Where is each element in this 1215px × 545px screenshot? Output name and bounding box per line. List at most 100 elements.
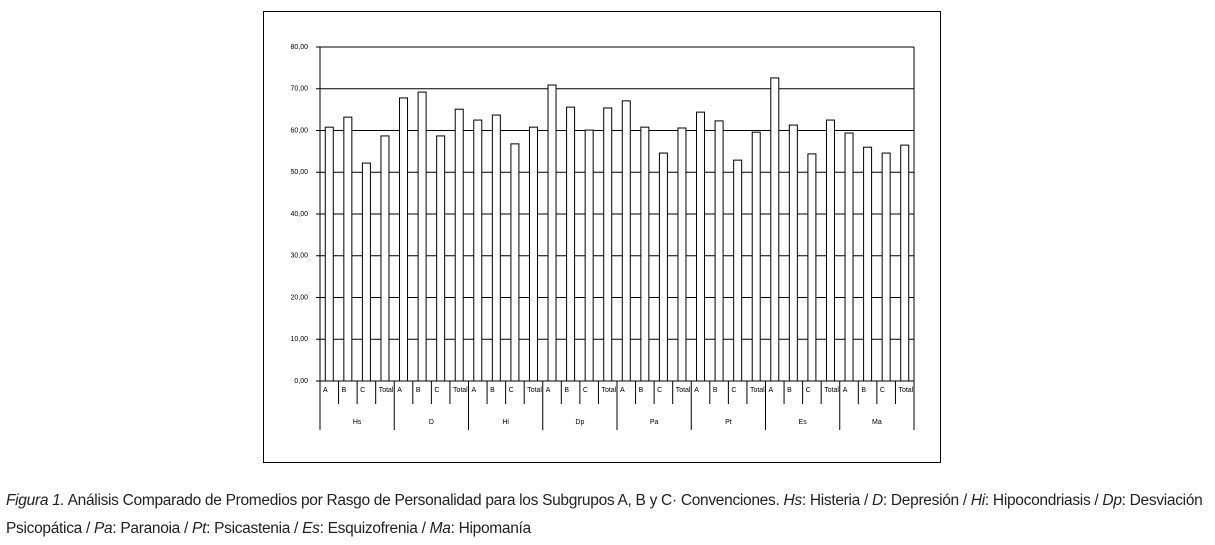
bar xyxy=(658,152,668,382)
bar xyxy=(696,111,706,382)
bar xyxy=(491,114,501,382)
caption-text: Ma xyxy=(429,520,451,537)
caption-text: D xyxy=(871,492,883,509)
x-tick-label: C xyxy=(880,387,885,394)
x-tick-label: Total xyxy=(527,387,542,394)
y-tick-label: 30,00 xyxy=(290,253,308,260)
bar xyxy=(714,120,724,382)
y-tick-label: 0,00 xyxy=(294,378,308,385)
group-label: Pa xyxy=(650,419,659,426)
bar xyxy=(473,119,483,382)
x-tick-label: C xyxy=(509,387,514,394)
caption-text: Pa xyxy=(93,520,113,537)
bar xyxy=(900,144,910,382)
group-label: Hs xyxy=(353,419,362,426)
x-tick-label: Total xyxy=(601,387,616,394)
bar xyxy=(770,77,780,382)
caption-text: Pt xyxy=(192,520,207,537)
bar xyxy=(807,153,817,382)
bar xyxy=(584,129,594,382)
x-tick-label: A xyxy=(769,387,774,394)
x-tick-label: A xyxy=(694,387,699,394)
caption-text: : Psicastenia / xyxy=(206,520,303,537)
caption-text: Es xyxy=(302,520,320,537)
y-tick-label: 80,00 xyxy=(290,44,308,51)
x-tick-label: C xyxy=(657,387,662,394)
bar xyxy=(733,159,743,382)
bar xyxy=(528,126,538,382)
group-label: Es xyxy=(799,419,808,426)
bar xyxy=(788,124,798,382)
x-tick-label: B xyxy=(639,387,644,394)
x-tick-label: Total xyxy=(824,387,839,394)
group-label: Ma xyxy=(872,419,882,426)
x-tick-label: C xyxy=(806,387,811,394)
group-label: Dp xyxy=(575,419,584,426)
bar xyxy=(825,119,835,382)
caption-text: : Paranoia / xyxy=(112,520,193,537)
group-label: Hi xyxy=(502,419,509,426)
caption-text: Figura 1. xyxy=(6,492,65,509)
bar xyxy=(863,146,873,382)
bar xyxy=(454,108,464,382)
x-tick-label: Total xyxy=(453,387,468,394)
caption-text: : Hipocondriasis / xyxy=(984,492,1103,509)
x-tick-label: A xyxy=(397,387,402,394)
x-tick-label: C xyxy=(731,387,736,394)
x-tick-label: Total xyxy=(898,387,913,394)
bar xyxy=(844,132,854,382)
group-label: Pt xyxy=(725,419,732,426)
caption-text: : Esquizofrenia / xyxy=(319,520,430,537)
y-tick-label: 40,00 xyxy=(290,211,308,218)
x-tick-label: A xyxy=(323,387,328,394)
y-tick-label: 50,00 xyxy=(290,169,308,176)
x-tick-label: A xyxy=(472,387,477,394)
chart-frame xyxy=(263,11,941,463)
bar xyxy=(547,84,557,382)
bar xyxy=(751,131,761,382)
bar xyxy=(343,116,353,382)
caption: Figura 1. Análisis Comparado de Promedio… xyxy=(6,487,1211,543)
y-tick-label: 70,00 xyxy=(290,86,308,93)
caption-text: : Histeria / xyxy=(801,492,872,509)
caption-text: : Hipomanía xyxy=(450,520,532,537)
bar xyxy=(677,127,687,382)
bar xyxy=(436,135,446,382)
y-tick-label: 60,00 xyxy=(290,127,308,134)
x-tick-label: B xyxy=(787,387,792,394)
x-tick-label: Total xyxy=(676,387,691,394)
caption-text: Hs xyxy=(783,492,802,509)
x-tick-label: B xyxy=(416,387,421,394)
bar xyxy=(380,135,390,382)
bar xyxy=(621,100,631,382)
caption-text: : Desviación Psicopática / xyxy=(6,492,1203,537)
caption-text: : Depresión / xyxy=(882,492,971,509)
x-tick-label: Total xyxy=(379,387,394,394)
caption-text: Análisis Comparado de Promedios por Rasg… xyxy=(64,492,784,509)
bar xyxy=(324,126,334,382)
y-tick-label: 10,00 xyxy=(290,336,308,343)
bar xyxy=(640,126,650,382)
x-tick-label: A xyxy=(546,387,551,394)
x-tick-label: Total xyxy=(750,387,765,394)
x-tick-label: C xyxy=(583,387,588,394)
chart: 0,00 10,00 20,00 30,00 40,00 50,00 60,00 70,00 8… xyxy=(263,11,941,463)
x-tick-label: A xyxy=(843,387,848,394)
x-tick-label: C xyxy=(434,387,439,394)
x-tick-label: A xyxy=(620,387,625,394)
bar xyxy=(399,97,409,382)
x-tick-label: B xyxy=(342,387,347,394)
bar xyxy=(566,106,576,382)
y-tick-label: 20,00 xyxy=(290,294,308,301)
x-tick-label: B xyxy=(713,387,718,394)
x-tick-label: C xyxy=(360,387,365,394)
bar xyxy=(510,143,520,382)
caption-text: Hi xyxy=(970,492,985,509)
x-tick-label: B xyxy=(861,387,866,394)
x-tick-label: B xyxy=(564,387,569,394)
group-label: D xyxy=(429,419,434,426)
bar xyxy=(603,107,613,382)
caption-text: Dp xyxy=(1102,492,1122,509)
bar xyxy=(361,162,371,382)
